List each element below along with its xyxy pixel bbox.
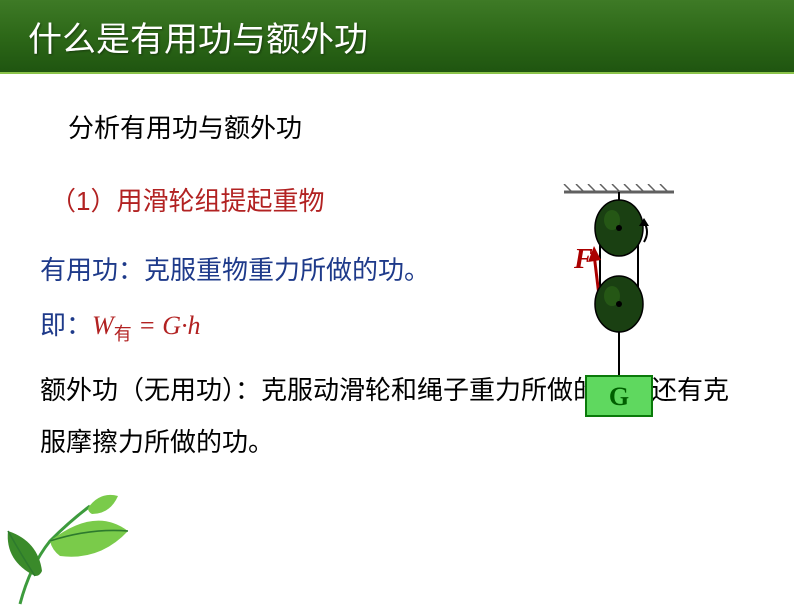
title-bar: 什么是有用功与额外功 [0,0,794,74]
leaf-decoration [0,486,140,606]
subtitle: 分析有用功与额外功 [68,108,754,145]
fixed-pulley-axle [616,225,622,231]
formula-W: W [92,311,114,340]
F-label: F [573,244,593,275]
leaf-big [50,521,128,557]
content-area: 分析有用功与额外功 （1）用滑轮组提起重物 有用功：克服重物重力所做的功。 即：… [0,74,794,468]
slide-title: 什么是有用功与额外功 [28,12,368,61]
movable-pulley-axle [616,301,622,307]
formula-label: 即： [40,310,92,340]
pulley-diagram: G F [554,184,684,424]
formula-sub: 有 [114,324,132,344]
formula-rest: = G·h [132,311,201,340]
G-label: G [609,382,629,411]
leaf-small [8,531,42,576]
leaf-tiny [88,495,118,514]
